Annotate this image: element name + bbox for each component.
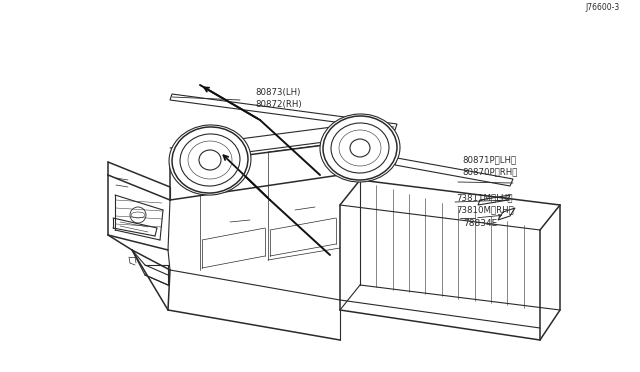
Text: 78834E: 78834E: [463, 219, 497, 228]
Text: 80873(LH): 80873(LH): [255, 89, 300, 97]
Text: 73810M〈RH〉: 73810M〈RH〉: [456, 205, 514, 215]
Text: 73811M〈LH〉: 73811M〈LH〉: [456, 193, 513, 202]
Text: 80872(RH): 80872(RH): [255, 100, 301, 109]
Text: 80870P〈RH〉: 80870P〈RH〉: [462, 167, 517, 176]
Text: J76600-3: J76600-3: [586, 3, 620, 12]
Text: 80871P〈LH〉: 80871P〈LH〉: [462, 155, 516, 164]
Ellipse shape: [320, 114, 400, 182]
Ellipse shape: [169, 125, 251, 195]
